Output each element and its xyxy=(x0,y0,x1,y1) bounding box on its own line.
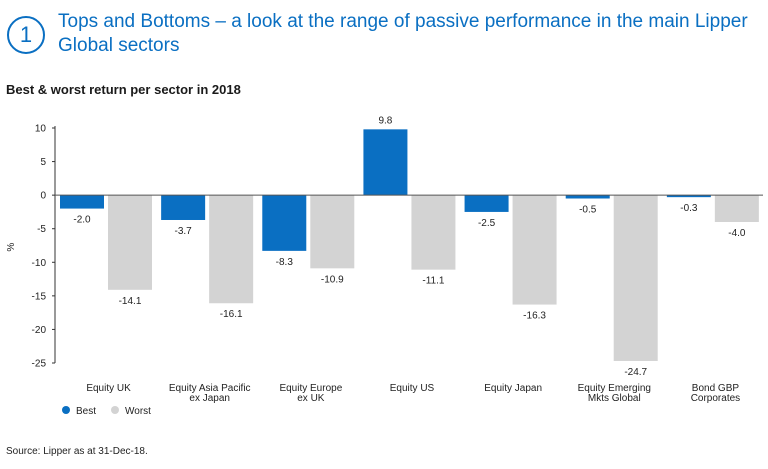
section-number-badge: 1 xyxy=(7,16,45,54)
bar-worst xyxy=(310,195,355,269)
y-tick-label: 10 xyxy=(35,124,47,135)
legend-label-worst: Worst xyxy=(125,406,151,417)
data-label: -4.0 xyxy=(728,228,746,239)
page-heading: Tops and Bottoms – a look at the range o… xyxy=(58,11,748,56)
legend-label-best: Best xyxy=(76,406,96,417)
bar-worst xyxy=(512,195,557,305)
x-category-label: Equity US xyxy=(390,383,435,394)
data-label: -3.7 xyxy=(175,226,193,237)
data-label: -24.7 xyxy=(624,367,647,378)
data-label: -10.9 xyxy=(321,274,344,285)
y-tick-label: -5 xyxy=(37,224,46,235)
y-tick-label: -10 xyxy=(32,258,47,269)
data-label: 9.8 xyxy=(378,115,392,126)
y-tick-label: 5 xyxy=(40,157,46,168)
bar-worst xyxy=(714,195,759,222)
x-category-label: Equity UK xyxy=(86,383,131,394)
x-category-label: Corporates xyxy=(691,393,740,404)
bar-best xyxy=(262,195,307,251)
bar-worst xyxy=(411,195,456,270)
y-tick-label: 0 xyxy=(40,191,46,202)
data-label: -0.5 xyxy=(579,205,597,216)
x-category-label: Bond GBP xyxy=(692,383,740,394)
y-tick-label: -20 xyxy=(32,325,47,336)
x-category-label: Mkts Global xyxy=(588,393,641,404)
x-category-label: ex Japan xyxy=(189,393,230,404)
data-label: -14.1 xyxy=(119,296,142,307)
x-category-label: Equity Emerging xyxy=(578,383,651,394)
bar-best xyxy=(161,195,206,220)
data-label: -2.5 xyxy=(478,218,496,229)
data-label: -8.3 xyxy=(276,257,294,268)
data-label: -2.0 xyxy=(73,215,91,226)
legend-marker-worst xyxy=(111,406,119,414)
bar-best xyxy=(464,195,509,212)
x-category-label: Equity Asia Pacific xyxy=(169,383,251,394)
x-category-label: ex UK xyxy=(297,393,325,404)
data-label: -0.3 xyxy=(680,203,698,214)
data-label: -11.1 xyxy=(422,276,444,287)
x-category-label: Equity Europe xyxy=(279,383,342,394)
source-note: Source: Lipper as at 31-Dec-18. xyxy=(6,446,148,457)
bar-worst xyxy=(209,195,254,304)
data-label: -16.3 xyxy=(523,311,546,322)
bar-best xyxy=(363,129,408,196)
y-tick-label: -25 xyxy=(32,359,47,370)
chart-subheading: Best & worst return per sector in 2018 xyxy=(6,82,241,97)
data-label: -16.1 xyxy=(220,309,243,320)
y-tick-label: -15 xyxy=(32,291,47,302)
y-axis-label: % xyxy=(6,243,17,252)
bar-best xyxy=(666,195,711,198)
bar-best xyxy=(565,195,610,199)
x-category-label: Equity Japan xyxy=(484,383,542,394)
bar-worst xyxy=(613,195,658,361)
bar-best xyxy=(60,195,104,209)
legend-marker-best xyxy=(62,406,70,414)
bar-worst xyxy=(108,195,152,290)
